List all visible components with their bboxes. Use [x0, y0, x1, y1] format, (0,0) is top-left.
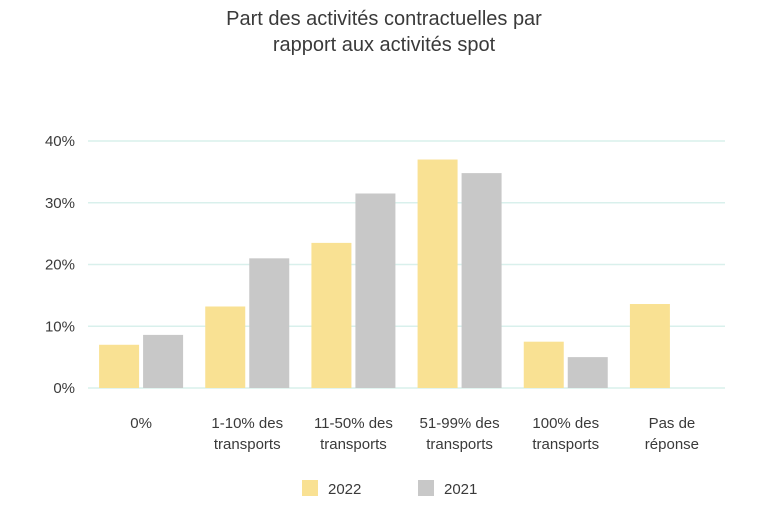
chart-title-line-2: rapport aux activités spot [272, 34, 496, 56]
bar-2022 [311, 242, 352, 388]
x-category-label: 100% des transports [532, 415, 599, 453]
y-tick-label: 20% [45, 257, 75, 274]
x-category-label: 1-10% des transports [211, 415, 283, 453]
legend-label-2021: 2021 [444, 481, 477, 498]
legend-swatch-2021 [418, 480, 434, 496]
x-category-label: 11-50% des transports [314, 415, 393, 453]
bar-2021 [461, 173, 502, 388]
bar-2022 [99, 344, 140, 388]
chart-title-line-1: Part des activités contractuelles par [226, 8, 542, 30]
bar-2022 [629, 304, 670, 388]
y-tick-label: 0% [53, 380, 75, 397]
bar-2022 [417, 159, 458, 388]
y-tick-label: 40% [45, 133, 75, 150]
bar-2021 [355, 193, 396, 388]
y-tick-label: 30% [45, 195, 75, 212]
bar-2022 [205, 306, 246, 388]
x-category-label: 0% [130, 415, 152, 432]
y-tick-label: 10% [45, 318, 75, 335]
bar-2021 [143, 334, 184, 388]
bar-2021 [567, 357, 608, 388]
bar-2021 [249, 258, 290, 388]
legend-swatch-2022 [302, 480, 318, 496]
x-category-label: 51-99% des transports [420, 415, 500, 453]
legend-label-2022: 2022 [328, 481, 361, 498]
bar-2022 [523, 341, 564, 388]
x-category-label: Pas de réponse [645, 415, 699, 453]
